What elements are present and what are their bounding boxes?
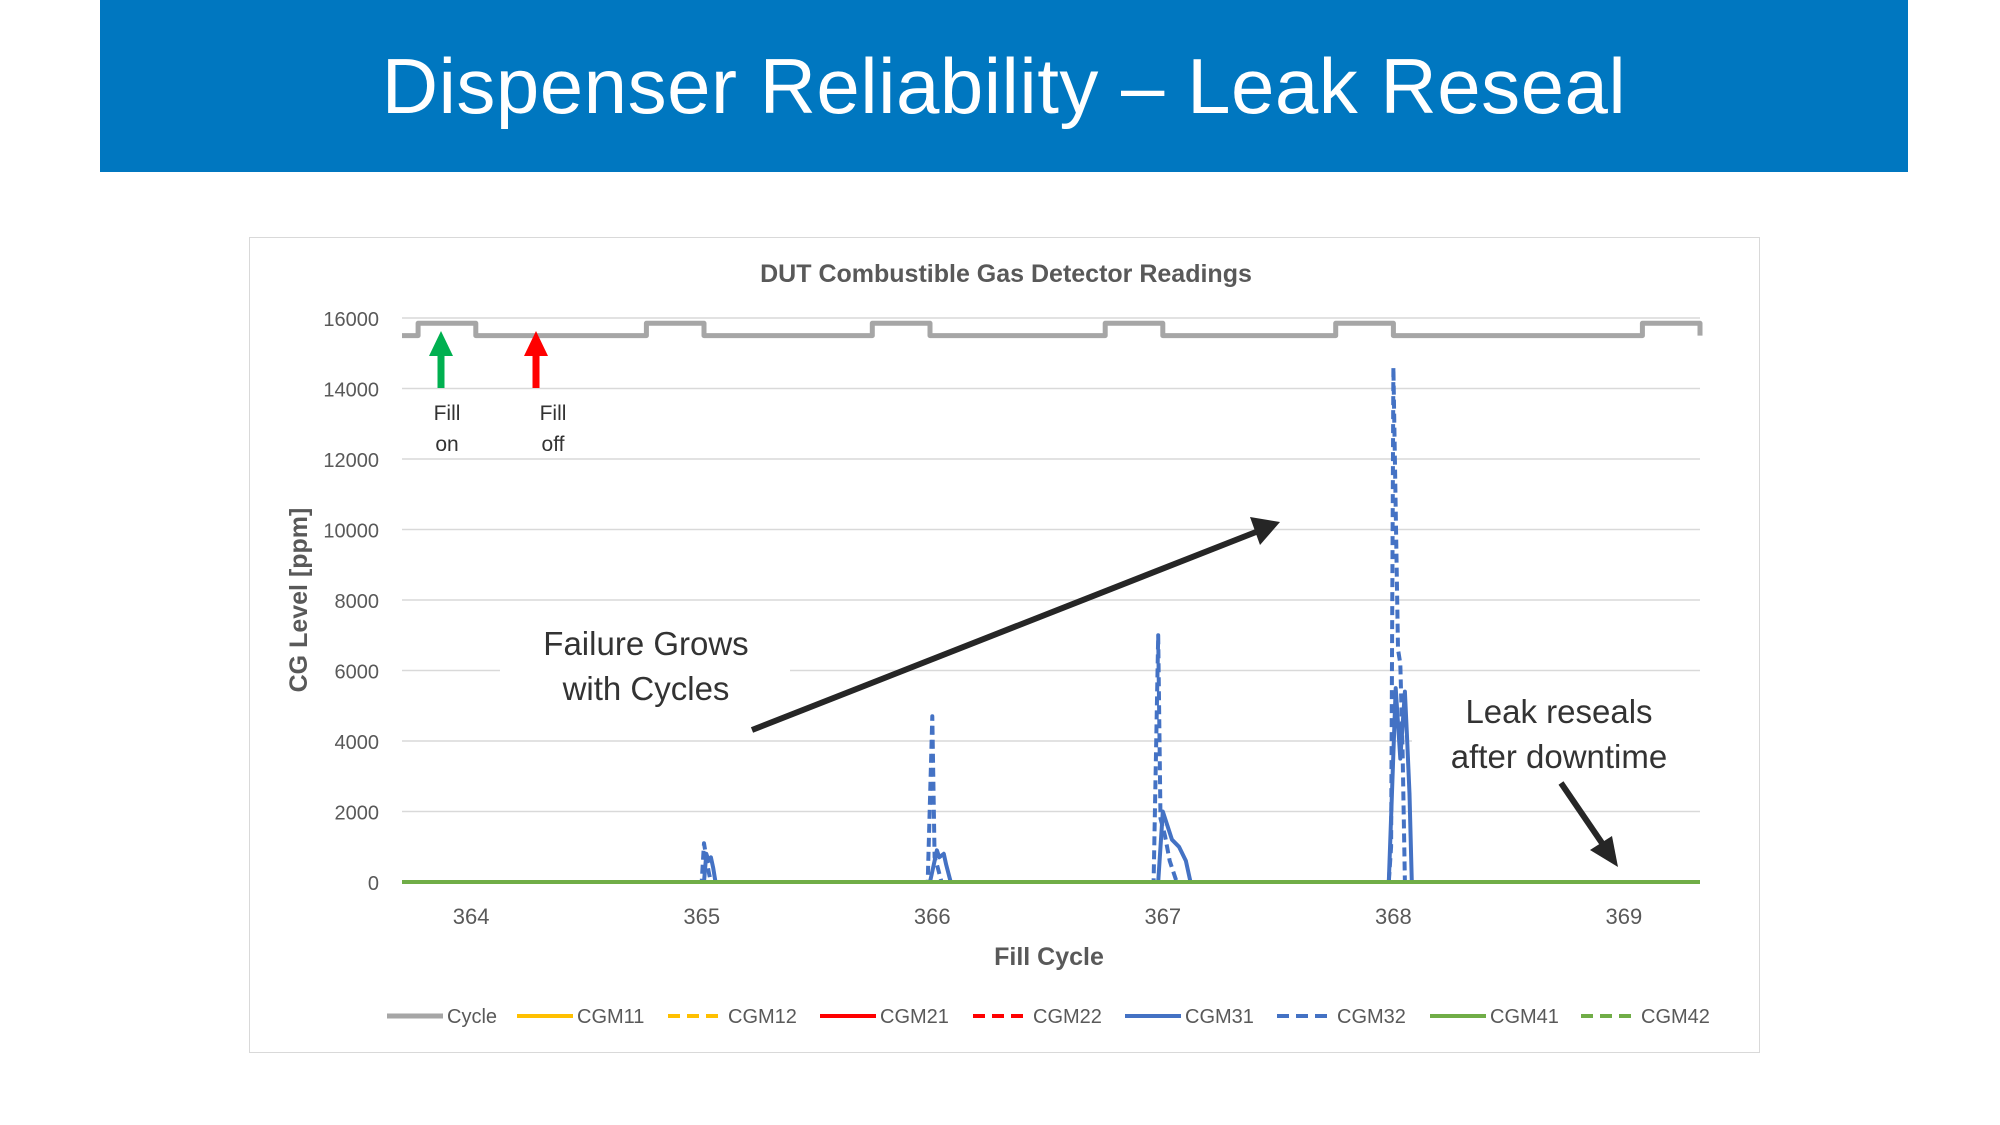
fill-off-arrowhead-icon	[524, 331, 548, 356]
y-tick-label-8000: 8000	[335, 591, 380, 613]
series-line-cgm31	[402, 686, 1700, 884]
y-tick-label-14000: 14000	[323, 380, 379, 402]
series-line-cgm32	[402, 365, 1700, 884]
y-axis-label: CG Level [ppm]	[285, 508, 313, 693]
x-tick-label-367: 367	[1144, 904, 1181, 929]
y-tick-label-6000: 6000	[335, 662, 380, 684]
fill-on-label-line1: Fill	[434, 402, 461, 425]
legend-label-cgm41: CGM41	[1490, 1006, 1559, 1028]
fill-off-label-line2: off	[542, 433, 565, 456]
leak-reseals-line1: Leak reseals	[1465, 693, 1652, 730]
y-tick-label-4000: 4000	[335, 732, 380, 754]
x-tick-label-365: 365	[683, 904, 720, 929]
failure-grows-line2: with Cycles	[562, 670, 730, 707]
y-tick-label-10000: 10000	[323, 521, 379, 543]
y-tick-label-0: 0	[368, 873, 379, 895]
chart-title: DUT Combustible Gas Detector Readings	[760, 260, 1252, 288]
failure-grows-arrowhead-icon	[1250, 517, 1280, 545]
slide-title: Dispenser Reliability – Leak Reseal	[381, 41, 1627, 130]
leak-reseals-annotation: Leak reseals after downtime	[1412, 685, 1712, 867]
fill-off-annotation: Fill off	[524, 331, 566, 456]
failure-grows-line1: Failure Grows	[543, 625, 748, 662]
y-tick-label-2000: 2000	[335, 803, 380, 825]
fill-on-label-line2: on	[435, 433, 458, 456]
slide-title-bar: Dispenser Reliability – Leak Reseal	[100, 0, 1908, 172]
failure-grows-annotation: Failure Grows with Cycles	[500, 517, 1280, 733]
leak-reseals-arrowhead-icon	[1590, 836, 1618, 867]
legend-label-cycle: Cycle	[447, 1006, 497, 1028]
series-line-cycle	[402, 320, 1703, 339]
x-axis-label: Fill Cycle	[994, 943, 1104, 971]
failure-grows-arrow-icon	[750, 529, 1258, 733]
legend-label-cgm21: CGM21	[880, 1006, 949, 1028]
x-tick-label-364: 364	[453, 904, 490, 929]
y-tick-label-12000: 12000	[323, 450, 379, 472]
legend: Cycle CGM11 CGM12 CGM21 CGM22 CGM31 CGM32 CGM41…	[387, 1006, 1710, 1028]
x-tick-label-369: 369	[1606, 904, 1643, 929]
legend-label-cgm32: CGM32	[1337, 1006, 1406, 1028]
y-tick-label-16000: 16000	[323, 309, 379, 331]
fill-off-label-line1: Fill	[540, 402, 567, 425]
legend-label-cgm31: CGM31	[1185, 1006, 1254, 1028]
fill-on-annotation: Fill on	[429, 331, 460, 456]
x-tick-label-366: 366	[914, 904, 951, 929]
legend-label-cgm12: CGM12	[728, 1006, 797, 1028]
legend-label-cgm42: CGM42	[1641, 1006, 1710, 1028]
x-tick-label-368: 368	[1375, 904, 1412, 929]
leak-reseals-line2: after downtime	[1451, 738, 1667, 775]
legend-label-cgm22: CGM22	[1033, 1006, 1102, 1028]
leak-reseals-arrow-icon	[1558, 781, 1607, 848]
fill-on-arrowhead-icon	[429, 331, 453, 356]
legend-label-cgm11: CGM11	[577, 1006, 644, 1028]
